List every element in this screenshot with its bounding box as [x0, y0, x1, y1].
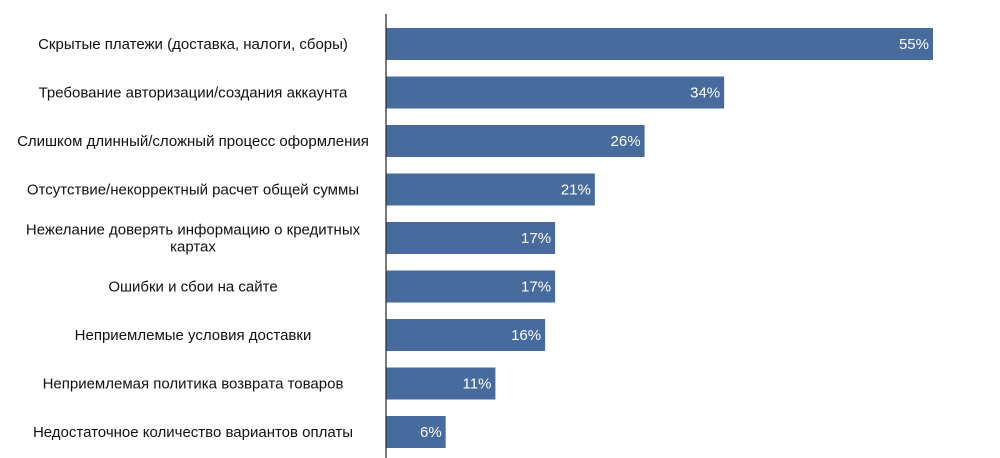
- bar-7: [386, 367, 496, 400]
- bar-6: [386, 319, 546, 351]
- value-label-5: 17%: [521, 279, 551, 296]
- category-label-6-line-0: Неприемлемые условия доставки: [75, 327, 312, 344]
- category-label-4-line-0: Нежелание доверять информацию о кредитны…: [26, 222, 361, 239]
- category-labels-group: Скрытые платежи (доставка, налоги, сборы…: [17, 36, 369, 441]
- category-label-8: Недостаточное количество вариантов оплат…: [33, 424, 353, 441]
- bar-8: [386, 416, 446, 448]
- bar-1: [386, 76, 725, 109]
- category-label-0: Скрытые платежи (доставка, налоги, сборы…: [38, 36, 348, 53]
- value-label-1: 34%: [690, 85, 720, 102]
- category-label-4: Нежелание доверять информацию о кредитны…: [26, 222, 361, 256]
- category-label-3-line-0: Отсутствие/некорректный расчет общей сум…: [27, 182, 359, 199]
- value-label-2: 26%: [611, 133, 641, 150]
- category-label-6: Неприемлемые условия доставки: [75, 327, 312, 344]
- category-label-1: Требование авторизации/создания аккаунта: [39, 85, 348, 102]
- category-label-8-line-0: Недостаточное количество вариантов оплат…: [33, 424, 353, 441]
- value-label-6: 16%: [511, 327, 541, 344]
- category-label-7-line-0: Неприемлемая политика возврата товаров: [43, 376, 344, 393]
- value-label-7: 11%: [462, 376, 491, 393]
- category-label-2-line-0: Слишком длинный/сложный процесс оформлен…: [17, 133, 369, 150]
- bar-2: [386, 125, 645, 157]
- bar-4: [386, 222, 556, 254]
- category-label-5: Ошибки и сбои на сайте: [108, 279, 277, 296]
- value-label-3: 21%: [561, 182, 591, 199]
- category-label-0-line-0: Скрытые платежи (доставка, налоги, сборы…: [38, 36, 348, 53]
- value-labels-group: 55% 34% 26% 21% 17% 17% 16% 11% 6%: [420, 36, 929, 441]
- category-label-1-line-0: Требование авторизации/создания аккаунта: [39, 85, 348, 102]
- category-label-3: Отсутствие/некорректный расчет общей сум…: [27, 182, 359, 199]
- category-label-7: Неприемлемая политика возврата товаров: [43, 376, 344, 393]
- category-label-2: Слишком длинный/сложный процесс оформлен…: [17, 133, 369, 150]
- category-label-5-line-0: Ошибки и сбои на сайте: [108, 279, 277, 296]
- value-label-4: 17%: [521, 230, 551, 247]
- category-label-4-line-1: картах: [170, 239, 216, 256]
- bars-group: [386, 28, 933, 448]
- bar-3: [386, 173, 595, 206]
- value-label-0: 55%: [899, 36, 929, 53]
- value-label-8: 6%: [420, 424, 442, 441]
- bar-5: [386, 270, 556, 303]
- bar-0: [386, 28, 933, 60]
